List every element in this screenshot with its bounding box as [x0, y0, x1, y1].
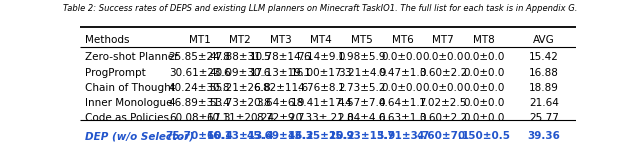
Text: AVG: AVG [533, 35, 555, 45]
Text: 30.61±23.6: 30.61±23.6 [169, 67, 230, 78]
Text: MT8: MT8 [473, 35, 495, 45]
Text: 60.08±17.3: 60.08±17.3 [169, 113, 230, 123]
Text: 0.0±0.0: 0.0±0.0 [382, 52, 423, 62]
Text: 53.73±20.8: 53.73±20.8 [209, 98, 271, 108]
Text: 45.69±16.2: 45.69±16.2 [247, 131, 314, 141]
Text: 15.42: 15.42 [529, 52, 559, 62]
Text: 3.64±6.9: 3.64±6.9 [257, 98, 305, 108]
Text: 0.0±0.0: 0.0±0.0 [422, 83, 464, 93]
Text: Table 2: Success rates of DEPS and existing LLM planners on Minecraft TaskIO1. T: Table 2: Success rates of DEPS and exist… [63, 4, 577, 13]
Text: 46.89±31.4: 46.89±31.4 [168, 98, 230, 108]
Text: 0.0±0.0: 0.0±0.0 [463, 113, 504, 123]
Text: Chain of Thought: Chain of Thought [85, 83, 175, 93]
Text: 20.33± 21.0: 20.33± 21.0 [289, 113, 354, 123]
Text: MT2: MT2 [229, 35, 251, 45]
Text: 4.76±8.2: 4.76±8.2 [297, 83, 346, 93]
Text: MT5: MT5 [351, 35, 373, 45]
Text: 47.88±31.5: 47.88±31.5 [209, 52, 271, 62]
Text: 75.70±10.4: 75.70±10.4 [166, 131, 234, 141]
Text: 16.00±17.3: 16.00±17.3 [291, 67, 352, 78]
Text: 5.71±3.7: 5.71±3.7 [376, 131, 429, 141]
Text: 40.09±30.6: 40.09±30.6 [209, 67, 271, 78]
Text: 0.0±0.0: 0.0±0.0 [382, 83, 423, 93]
Text: 66.13±13.4: 66.13±13.4 [206, 131, 274, 141]
Text: 7.14±9.0: 7.14±9.0 [297, 52, 346, 62]
Text: MT7: MT7 [432, 35, 454, 45]
Text: 25.77: 25.77 [529, 113, 559, 123]
Text: Zero-shot Planner: Zero-shot Planner [85, 52, 179, 62]
Text: 2.84±4.6: 2.84±4.6 [338, 113, 386, 123]
Text: 3.21±4.9: 3.21±4.9 [338, 67, 386, 78]
Text: 0.0±0.0: 0.0±0.0 [463, 67, 504, 78]
Text: 55.21±26.8: 55.21±26.8 [209, 83, 271, 93]
Text: Methods: Methods [85, 35, 129, 45]
Text: 17.13±19.1: 17.13±19.1 [250, 67, 312, 78]
Text: DEP (w/o Selector): DEP (w/o Selector) [85, 131, 194, 141]
Text: MT1: MT1 [189, 35, 211, 45]
Text: ProgPrompt: ProgPrompt [85, 67, 146, 78]
Text: Inner Monologue: Inner Monologue [85, 98, 172, 108]
Text: 0.64±1.7: 0.64±1.7 [378, 98, 427, 108]
Text: MT3: MT3 [270, 35, 292, 45]
Text: 0.50±0.5: 0.50±0.5 [457, 131, 510, 141]
Text: 21.64: 21.64 [529, 98, 559, 108]
Text: 6.82±11.6: 6.82±11.6 [253, 83, 308, 93]
Text: 0.60±2.2: 0.60±2.2 [419, 113, 467, 123]
Text: 40.24±30.8: 40.24±30.8 [169, 83, 230, 93]
Text: 18.41±17.4: 18.41±17.4 [291, 98, 352, 108]
Text: 10.78±14.6: 10.78±14.6 [250, 52, 312, 62]
Text: 16.88: 16.88 [529, 67, 559, 78]
Text: 0.47±1.3: 0.47±1.3 [378, 67, 427, 78]
Text: 4.60±7.1: 4.60±7.1 [417, 131, 470, 141]
Text: Code as Policies: Code as Policies [85, 113, 169, 123]
Text: 0.63±1.3: 0.63±1.3 [378, 113, 427, 123]
Text: 0.0±0.0: 0.0±0.0 [463, 52, 504, 62]
Text: 25.85±24.8: 25.85±24.8 [168, 52, 230, 62]
Text: MT6: MT6 [392, 35, 413, 45]
Text: 1.73±5.2: 1.73±5.2 [338, 83, 386, 93]
Text: 1.98±5.9: 1.98±5.9 [338, 52, 386, 62]
Text: 0.0±0.0: 0.0±0.0 [422, 52, 464, 62]
Text: 0.60±2.2: 0.60±2.2 [419, 67, 467, 78]
Text: 0.0±0.0: 0.0±0.0 [463, 98, 504, 108]
Text: 8.72±9.7: 8.72±9.7 [257, 113, 305, 123]
Text: 4.57±7.4: 4.57±7.4 [338, 98, 386, 108]
Text: 1.02±2.5: 1.02±2.5 [419, 98, 467, 108]
Text: 15.93±13.9: 15.93±13.9 [328, 131, 396, 141]
Text: MT4: MT4 [310, 35, 332, 45]
Text: 18.89: 18.89 [529, 83, 559, 93]
Text: 43.35±20.2: 43.35±20.2 [287, 131, 355, 141]
Text: 0.0±0.0: 0.0±0.0 [463, 83, 504, 93]
Text: 60.11±20.24: 60.11±20.24 [206, 113, 274, 123]
Text: 39.36: 39.36 [527, 131, 560, 141]
